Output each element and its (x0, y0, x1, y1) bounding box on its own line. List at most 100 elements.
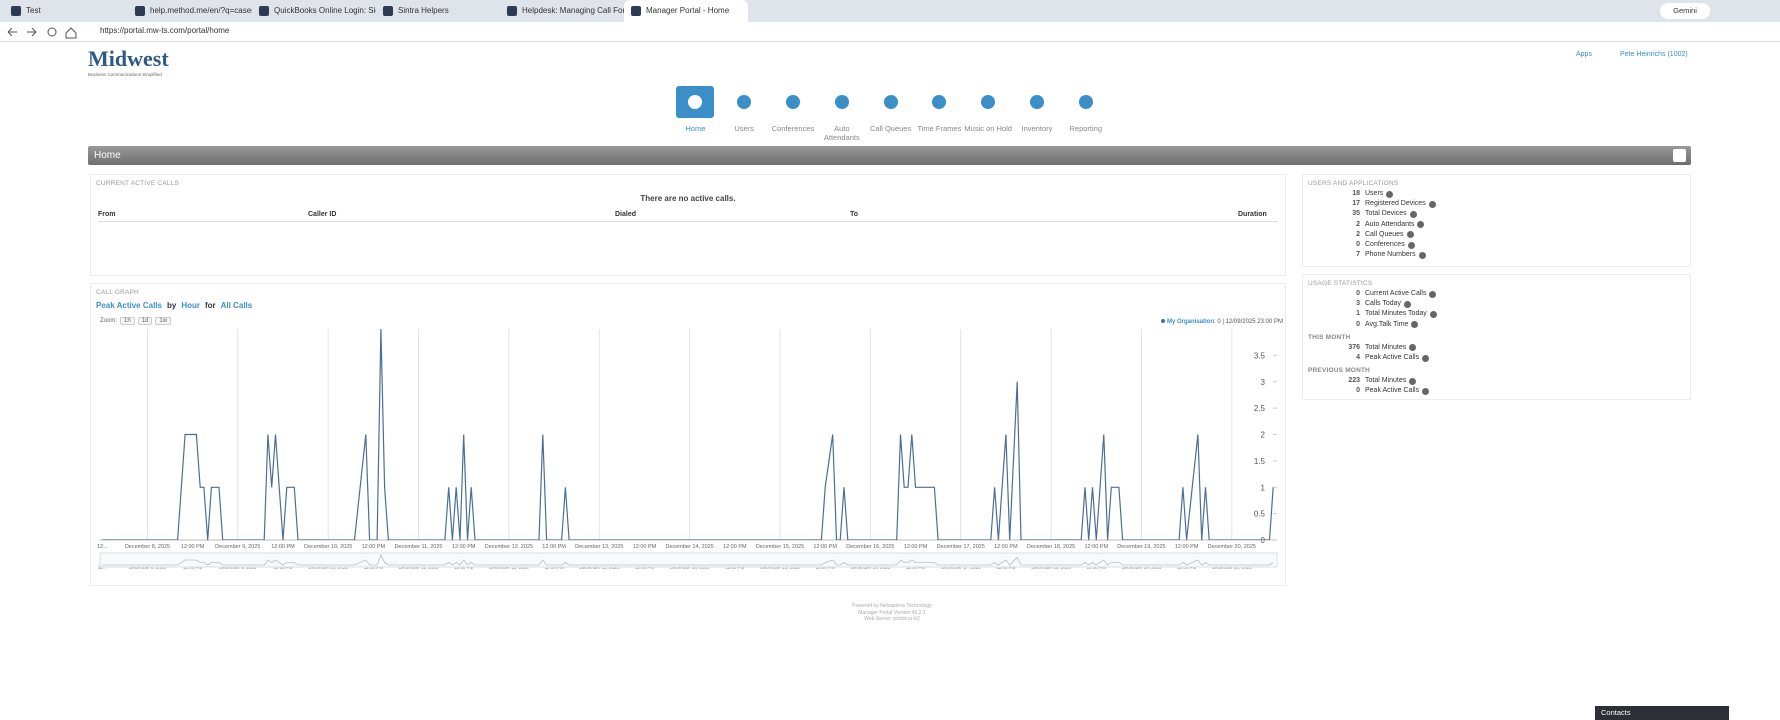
y-tick-label: 2.5 (1254, 404, 1266, 413)
x-tick-label: 12:00 PM (362, 544, 386, 550)
tab[interactable]: QuickBooks Online Login: Sign... (252, 0, 376, 22)
info-icon[interactable] (1422, 354, 1430, 362)
info-icon[interactable] (1417, 221, 1425, 229)
y-tick-label: 1.5 (1254, 457, 1266, 466)
stat-value: 7 (1356, 251, 1360, 259)
user-menu[interactable]: Pete Heinrichs (1002) (1620, 51, 1688, 58)
nav-item[interactable]: Inventory (1013, 86, 1062, 142)
stat-label: Registered Devices (1365, 200, 1426, 208)
stat-label: Peak Active Calls (1365, 387, 1420, 395)
tab[interactable]: Helpdesk: Managing Call Forw... (500, 0, 624, 22)
legend-entry: My Organisation: 0 | 12/09/2025 23:00 PM (1167, 319, 1283, 325)
footer: Powered by Netsapiens Technology Manager … (792, 603, 992, 623)
stat-row: 2 Auto Attendants (1303, 220, 1690, 230)
info-icon[interactable] (1429, 310, 1437, 318)
nav-item[interactable]: Reporting (1061, 86, 1110, 142)
nav-label: Call Queues (869, 124, 912, 133)
stat-row: 17 Registered Devices (1303, 199, 1690, 209)
nav-item[interactable]: Music on Hold (964, 86, 1013, 142)
refresh-button[interactable] (1673, 149, 1686, 162)
stat-row: 0 Avg.Talk Time (1303, 320, 1690, 330)
x-tick-label: December 17, 2025 (937, 544, 985, 550)
stat-label: Total Minutes Today (1365, 310, 1427, 318)
nav-item[interactable]: Conferences (769, 86, 818, 142)
metric-select[interactable]: Peak Active Calls (96, 301, 162, 310)
info-icon[interactable] (1409, 377, 1417, 385)
info-icon[interactable] (1404, 300, 1412, 308)
info-icon[interactable] (1409, 344, 1417, 352)
info-icon[interactable] (1406, 231, 1414, 239)
period-select[interactable]: Hour (181, 301, 200, 310)
stat-value: 0 (1356, 320, 1360, 328)
column-header: Dialed (615, 211, 637, 218)
nav: Home Users Conferences Auto Attendants Call … (671, 86, 1110, 142)
x-tick-label: 12:00 PM (904, 544, 928, 550)
stat-label: Conferences (1365, 240, 1405, 248)
apps-menu[interactable]: Apps (1576, 51, 1592, 58)
logo-sub: Business Communications Simplified (88, 72, 162, 77)
info-icon[interactable] (1428, 200, 1436, 208)
x-tick-label: December 16, 2025 (846, 544, 894, 550)
info-icon[interactable] (1418, 251, 1426, 259)
zoom-button[interactable]: 1w (155, 317, 172, 325)
stat-row: 2 Call Queues (1303, 230, 1690, 240)
nav-buttons[interactable] (4, 25, 84, 39)
info-icon[interactable] (1411, 321, 1419, 329)
stat-label: Total Devices (1365, 210, 1407, 218)
info-icon[interactable] (1422, 387, 1430, 395)
table-header: From Caller ID Dialed To Duration (98, 211, 1278, 222)
nav-label: Conferences (771, 124, 815, 133)
usage-panel: USAGE STATISTICS 0 Current Active Calls 3 Ca… (1302, 274, 1691, 400)
stat-value: 3 (1356, 300, 1360, 308)
section-title: PREVIOUS MONTH (1308, 367, 1371, 375)
scope-select[interactable]: All Calls (220, 301, 253, 310)
x-tick-label: 12:00 PM (633, 544, 657, 550)
call-chart: 12...12...December 8, 2025December 8, 20… (97, 319, 1283, 570)
stat-value: 223 (1348, 377, 1360, 385)
nav-item[interactable]: Call Queues (866, 86, 915, 142)
stat-row: 18 Users (1303, 189, 1690, 199)
stat-row: 223 Total Minutes (1303, 376, 1690, 386)
nav-item[interactable]: Time Frames (915, 86, 964, 142)
y-tick-label: 2 (1261, 431, 1266, 440)
stat-row: 7 Phone Numbers (1303, 250, 1690, 260)
x-tick-label: 12:00 PM (723, 544, 747, 550)
nav-icon (872, 86, 910, 118)
zoom-button[interactable]: 1d (137, 317, 153, 325)
stat-label: Total Minutes (1365, 343, 1407, 351)
tab[interactable]: Test (4, 0, 128, 22)
panel-title: CALL GRAPH (96, 289, 139, 296)
legend-marker (1161, 319, 1165, 323)
nav-label: Inventory (1021, 124, 1053, 133)
nav-item[interactable]: Auto Attendants (817, 86, 866, 142)
footer-line: Powered by Netsapiens Technology (852, 603, 932, 609)
empty-message: There are no active calls. (640, 194, 736, 203)
stat-label: Avg.Talk Time (1365, 320, 1409, 328)
stat-value: 0 (1356, 290, 1360, 297)
tab[interactable]: Manager Portal - Home (624, 0, 748, 22)
info-icon[interactable] (1407, 241, 1415, 249)
stat-value: 17 (1352, 200, 1360, 208)
nav-label: Reporting (1069, 124, 1103, 133)
url[interactable]: https://portal.mw-ts.com/portal/home (100, 26, 230, 35)
x-tick-label: December 15, 2025 (756, 544, 804, 550)
nav-icon (823, 86, 861, 118)
nav-label: Music on Hold (964, 124, 1012, 133)
nav-item[interactable]: Users (720, 86, 769, 142)
stat-label: Calls Today (1365, 300, 1402, 308)
column-header: To (850, 211, 859, 218)
nav-item[interactable]: Home (671, 86, 720, 142)
tab[interactable]: help.method.me/en/?q=cases (128, 0, 252, 22)
tab[interactable]: Sintra Helpers (376, 0, 500, 22)
address-bar: https://portal.mw-ts.com/portal/home (0, 22, 1780, 42)
info-icon[interactable] (1409, 210, 1417, 218)
zoom-button[interactable]: 1h (120, 317, 135, 325)
title-bar: Home (88, 146, 1691, 165)
info-icon[interactable] (1386, 190, 1394, 198)
nav-label: Users (734, 124, 754, 133)
x-tick-label: 12:00 PM (813, 544, 837, 550)
stat-row: 376 Total Minutes (1303, 343, 1690, 353)
contacts-bar[interactable]: Contacts (1595, 706, 1729, 720)
gemini-button[interactable]: Gemini (1660, 3, 1710, 19)
info-icon[interactable] (1429, 290, 1437, 298)
